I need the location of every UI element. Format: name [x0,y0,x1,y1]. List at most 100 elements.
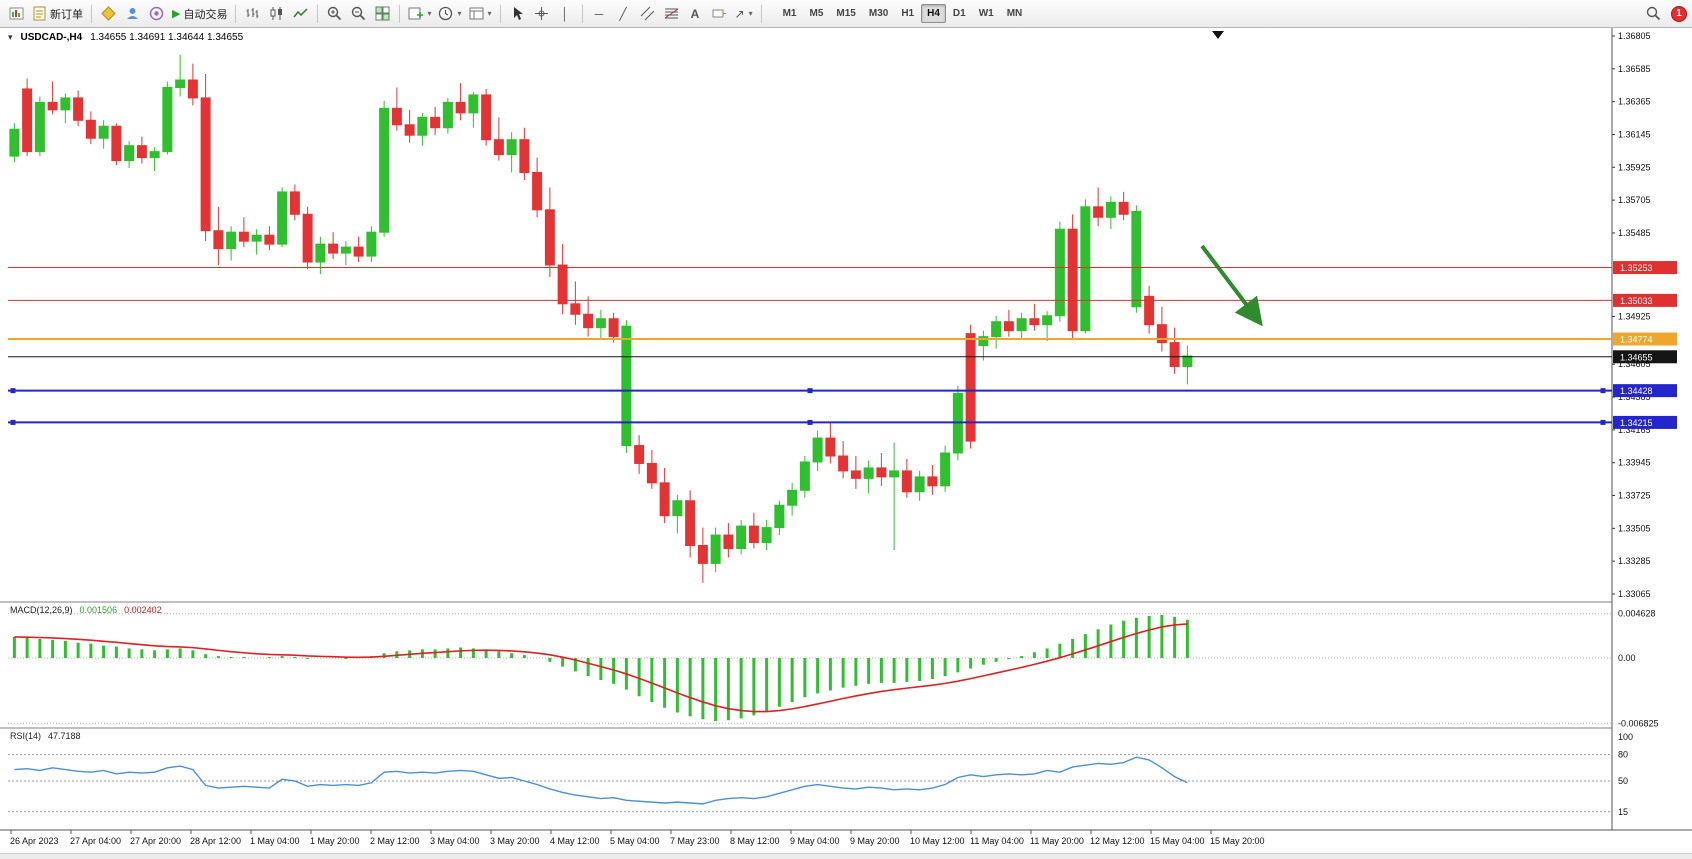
search-icon [1646,6,1661,21]
timeframe-button-m5[interactable]: M5 [809,8,824,19]
templates-icon [469,7,483,20]
trendline-tool-button[interactable]: ╱ [612,3,635,25]
chart-symbol-period: USDCAD-,H4 [20,32,83,43]
dropdown-caret-icon: ▾ [427,9,432,18]
timeframe-button-h1[interactable]: H1 [901,8,915,19]
cursor-tool-button[interactable] [506,3,529,25]
annotations-layer [1200,244,1263,327]
signals-icon [127,8,138,19]
candles-layer [9,54,1193,583]
horizontal-lines-layer: 1.35253 1.35033 1.34774 1.34655 1.34428 1.342… [8,261,1677,429]
zoom-in-button[interactable] [323,3,346,25]
svg-text:8 May 12:00: 8 May 12:00 [730,836,780,846]
svg-text:1.34605: 1.34605 [1618,359,1651,369]
cursor-icon [513,7,523,20]
toolbar-separator [317,4,319,23]
toolbar-separator [581,4,583,23]
timeframe-button-m30[interactable]: M30 [868,8,889,19]
svg-text:1.35485: 1.35485 [1618,228,1651,238]
chart-window-button[interactable] [5,3,28,25]
svg-text:10 May 12:00: 10 May 12:00 [910,836,965,846]
svg-text:1.36585: 1.36585 [1618,64,1651,74]
fibonacci-icon [664,8,678,19]
auto-trading-button[interactable]: ▶ 自动交易 [169,3,230,25]
notification-badge[interactable]: 1 [1671,5,1687,22]
svg-text:1.34215: 1.34215 [1620,418,1653,428]
macd-indicator-label: MACD(12,26,9) 0.001506 0.002402 [10,605,162,615]
one-click-trading-toggle[interactable]: ▾ [8,32,13,42]
timeframe-button-m1[interactable]: M1 [782,8,797,19]
candlestick-chart-type-button[interactable] [265,3,288,25]
label-tool-button[interactable] [708,3,731,25]
macd-name: MACD(12,26,9) [10,605,73,615]
timeframe-button-m15[interactable]: M15 [836,8,856,19]
zoom-out-button[interactable] [347,3,370,25]
svg-text:1.35705: 1.35705 [1618,195,1651,205]
trendline-icon: ╱ [619,6,627,21]
bar-chart-type-button[interactable] [241,3,264,25]
vertical-line-tool-button[interactable]: │ [554,3,577,25]
svg-text:27 Apr 04:00: 27 Apr 04:00 [70,836,121,846]
chart-window-icon [9,7,24,20]
timeframe-button-d1[interactable]: D1 [952,8,966,19]
arrows-tool-button[interactable]: ↗ ▾ [732,3,756,25]
svg-text:5 May 04:00: 5 May 04:00 [610,836,660,846]
news-button[interactable] [145,3,168,25]
candlestick-chart-type-icon [270,7,283,20]
svg-text:26 Apr 2023: 26 Apr 2023 [10,836,59,846]
svg-text:1.34165: 1.34165 [1618,425,1651,435]
svg-text:1.33285: 1.33285 [1618,556,1651,566]
chart-ohlc-values: 1.34655 1.34691 1.34644 1.34655 [90,32,244,43]
svg-text:2 May 12:00: 2 May 12:00 [370,836,420,846]
templates-button[interactable]: ▾ [466,3,495,25]
rsi-panel: 100 80 50 15 [8,732,1633,817]
svg-text:3 May 04:00: 3 May 04:00 [430,836,480,846]
tile-windows-button[interactable] [371,3,394,25]
svg-text:11 May 04:00: 11 May 04:00 [970,836,1024,846]
new-chart-icon [408,7,424,20]
clock-icon [439,6,453,21]
new-chart-button[interactable]: ▾ [405,3,434,25]
svg-text:4 May 12:00: 4 May 12:00 [550,836,600,846]
svg-text:1.33505: 1.33505 [1618,523,1651,533]
rsi-value: 47.7188 [48,731,81,741]
horizontal-line-tool-button[interactable]: ─ [588,3,611,25]
svg-text:50: 50 [1618,776,1628,786]
trend-arrow-annotation [1200,244,1263,327]
channel-tool-button[interactable] [636,3,659,25]
svg-text:-0.006825: -0.006825 [1618,718,1659,728]
timeframe-button-h4[interactable]: H4 [921,4,946,23]
svg-text:3 May 20:00: 3 May 20:00 [490,836,540,846]
svg-text:1 May 04:00: 1 May 04:00 [250,836,300,846]
text-icon: A [690,6,700,21]
vertical-line-icon: │ [561,6,569,21]
svg-text:0.004628: 0.004628 [1618,609,1656,619]
market-button[interactable] [97,3,120,25]
macd-signal-value: 0.002402 [124,605,162,615]
fibonacci-tool-button[interactable] [660,3,683,25]
svg-text:1.33065: 1.33065 [1618,589,1651,599]
text-tool-button[interactable]: A [684,3,707,25]
new-order-label: 新订单 [50,8,83,21]
svg-text:1 May 20:00: 1 May 20:00 [310,836,360,846]
new-order-button[interactable]: 新订单 [29,3,86,25]
crosshair-tool-button[interactable] [530,3,553,25]
new-order-icon [33,6,46,21]
timeframe-button-w1[interactable]: W1 [978,8,994,19]
window-bottom-edge [0,853,1692,859]
toolbar-separator [399,4,401,23]
toolbar-separator [760,4,762,23]
timeframe-button-mn[interactable]: MN [1006,8,1023,19]
line-chart-type-button[interactable] [289,3,312,25]
clock-button[interactable]: ▾ [435,3,464,25]
macd-panel: 0.004628 0.00 -0.006825 [8,609,1659,728]
horizontal-line-icon: ─ [594,6,604,21]
svg-text:1.36805: 1.36805 [1618,31,1651,41]
signals-button[interactable] [121,3,144,25]
toolbar-separator [235,4,237,23]
search-button[interactable] [1642,3,1665,25]
market-icon [101,6,116,21]
svg-text:1.34925: 1.34925 [1618,311,1651,321]
toolbar-right-group: 1 [1642,3,1687,25]
